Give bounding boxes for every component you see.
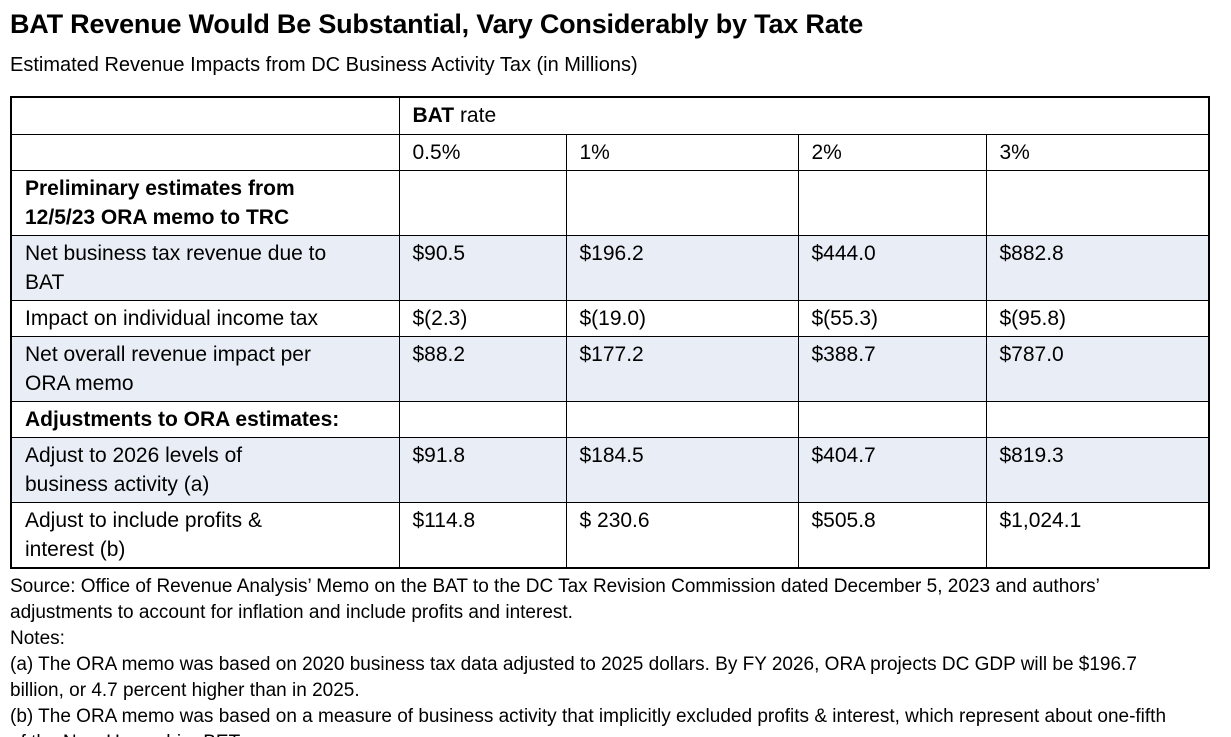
table-row-net-overall-impact: Net overall revenue impact per ORA memo … xyxy=(10,335,1210,402)
table-row-individual-income-tax: Impact on individual income tax $(2.3) $… xyxy=(10,299,1210,337)
table-header-group-row: BAT rate xyxy=(10,96,1210,135)
table-row-section-preliminary: Preliminary estimates from 12/5/23 ORA m… xyxy=(10,169,1210,236)
header-group-cell: BAT rate xyxy=(398,96,1210,135)
row-value-cell: $787.0 xyxy=(985,335,1210,402)
source-note: Source: Office of Revenue Analysis’ Memo… xyxy=(10,575,1100,623)
table-row-net-business-tax: Net business tax revenue due to BAT $90.… xyxy=(10,234,1210,301)
row-value-cell: $1,024.1 xyxy=(985,501,1210,568)
row-value-cell: $90.5 xyxy=(398,234,567,301)
row-value-cell xyxy=(797,400,987,438)
header-group-label-rest: rate xyxy=(454,104,497,127)
table-row-section-adjustments: Adjustments to ORA estimates: xyxy=(10,400,1210,438)
table-rate-header-row: 0.5% 1% 2% 3% xyxy=(10,133,1210,171)
row-value-cell: $(55.3) xyxy=(797,299,987,337)
row-value-cell: $819.3 xyxy=(985,436,1210,503)
table-row-adjust-profits-interest: Adjust to include profits & interest (b)… xyxy=(10,501,1210,568)
row-value-cell: $444.0 xyxy=(797,234,987,301)
row-value-cell xyxy=(985,169,1210,236)
row-value-cell: $(19.0) xyxy=(565,299,799,337)
rate-header-cell: 0.5% xyxy=(398,133,567,171)
row-value-cell: $404.7 xyxy=(797,436,987,503)
header-corner-cell xyxy=(10,96,400,135)
header-group-label-bold: BAT xyxy=(412,104,455,127)
page-subtitle: Estimated Revenue Impacts from DC Busine… xyxy=(10,54,638,76)
rate-header-empty-cell xyxy=(10,133,400,171)
row-value-cell xyxy=(398,169,567,236)
row-value-cell: $177.2 xyxy=(565,335,799,402)
row-label: Net overall revenue impact per ORA memo xyxy=(10,335,400,402)
row-value-cell: $88.2 xyxy=(398,335,567,402)
row-value-cell: $(2.3) xyxy=(398,299,567,337)
row-label: Adjustments to ORA estimates: xyxy=(10,400,400,438)
row-value-cell: $ 230.6 xyxy=(565,501,799,568)
row-value-cell xyxy=(398,400,567,438)
page-title: BAT Revenue Would Be Substantial, Vary C… xyxy=(10,9,864,39)
notes-label: Notes: xyxy=(10,627,65,649)
row-label: Net business tax revenue due to BAT xyxy=(10,234,400,301)
notes-block: Source: Office of Revenue Analysis’ Memo… xyxy=(10,574,1180,737)
note-a: (a) The ORA memo was based on 2020 busin… xyxy=(10,653,1137,701)
row-value-cell: $91.8 xyxy=(398,436,567,503)
rate-header-cell: 3% xyxy=(985,133,1210,171)
row-label: Preliminary estimates from 12/5/23 ORA m… xyxy=(10,169,400,236)
row-label: Impact on individual income tax xyxy=(10,299,400,337)
row-value-cell xyxy=(985,400,1210,438)
note-b: (b) The ORA memo was based on a measure … xyxy=(10,705,1167,737)
rate-header-cell: 2% xyxy=(797,133,987,171)
rate-header-cell: 1% xyxy=(565,133,799,171)
row-value-cell xyxy=(797,169,987,236)
row-value-cell: $882.8 xyxy=(985,234,1210,301)
row-value-cell xyxy=(565,400,799,438)
table-row-adjust-2026: Adjust to 2026 levels of business activi… xyxy=(10,436,1210,503)
row-value-cell xyxy=(565,169,799,236)
row-value-cell: $505.8 xyxy=(797,501,987,568)
row-label: Adjust to 2026 levels of business activi… xyxy=(10,436,400,503)
row-value-cell: $388.7 xyxy=(797,335,987,402)
row-value-cell: $196.2 xyxy=(565,234,799,301)
row-label: Adjust to include profits & interest (b) xyxy=(10,501,400,568)
bat-revenue-table: BAT rate 0.5% 1% 2% 3% Preliminary estim… xyxy=(10,96,1211,569)
row-value-cell: $184.5 xyxy=(565,436,799,503)
row-value-cell: $(95.8) xyxy=(985,299,1210,337)
row-value-cell: $114.8 xyxy=(398,501,567,568)
